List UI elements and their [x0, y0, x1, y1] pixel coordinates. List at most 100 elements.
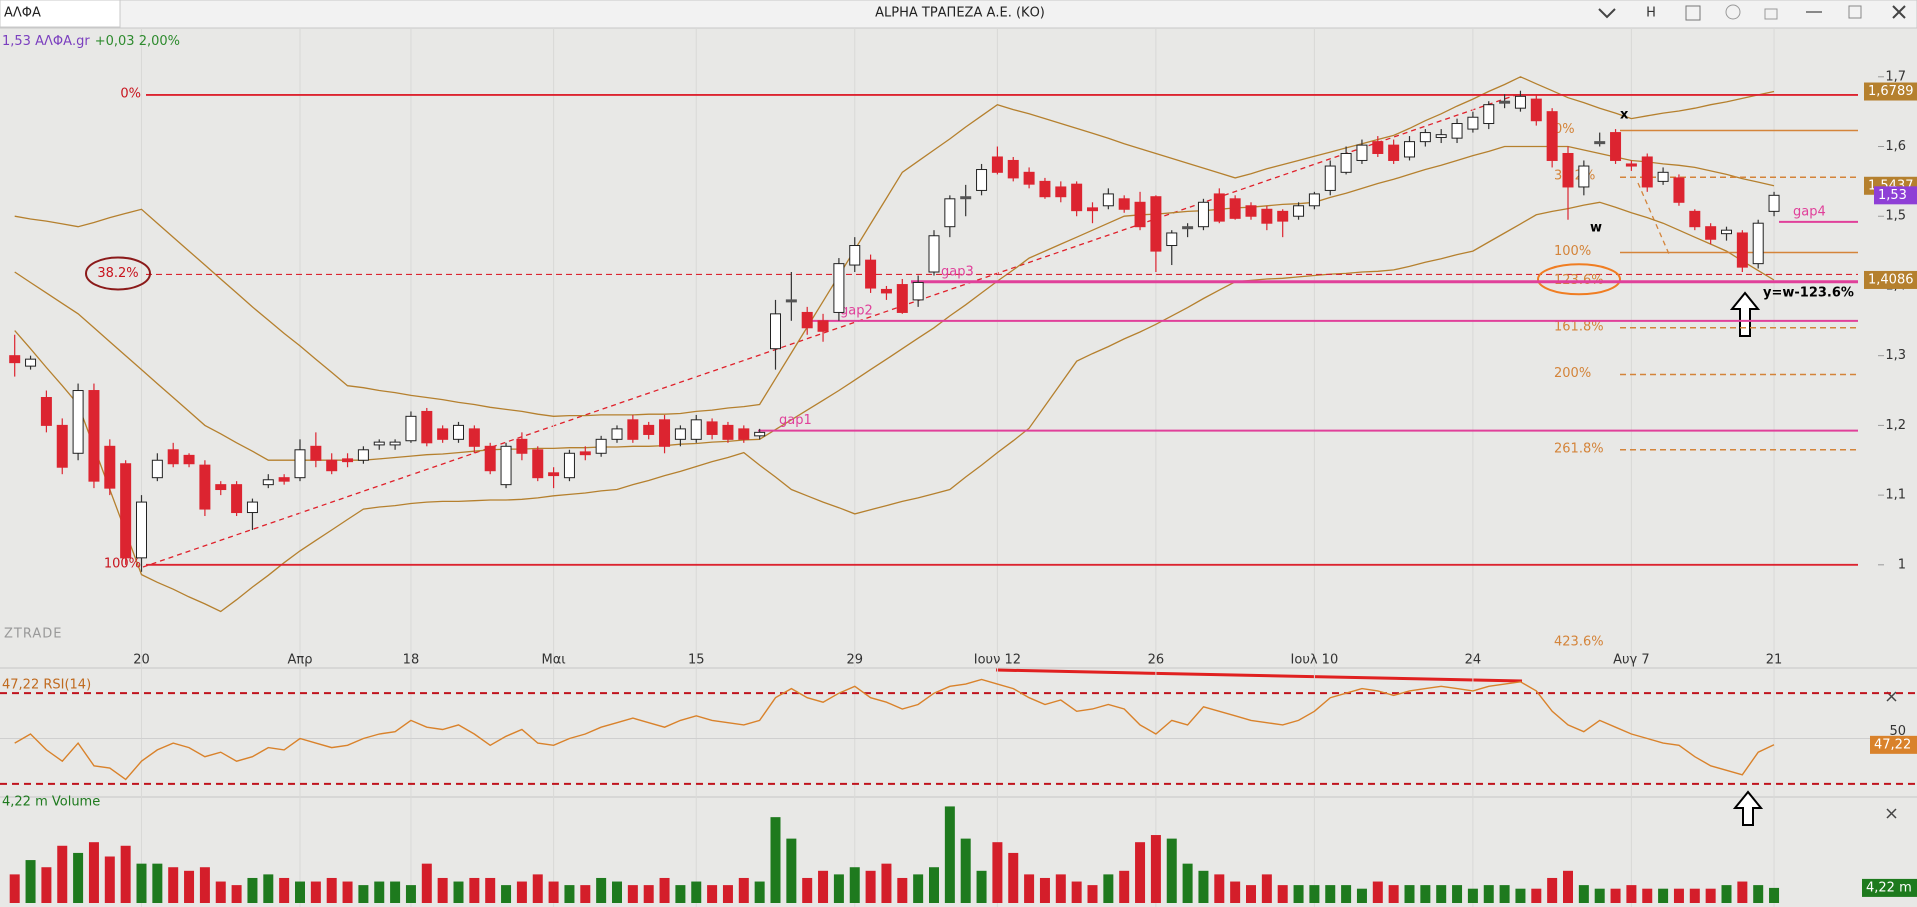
icon[interactable]: [1725, 4, 1741, 20]
y-tick-label: 1,3: [1885, 348, 1906, 363]
icon[interactable]: [1848, 5, 1862, 19]
candle-body: [1404, 141, 1415, 158]
volume-bar: [1150, 835, 1161, 903]
candle-body: [1752, 222, 1764, 265]
volume-bar: [326, 877, 337, 903]
candle-body: [659, 419, 671, 447]
candle-body: [373, 441, 385, 446]
arrow-marker: [1729, 291, 1761, 337]
volume-bar: [1499, 885, 1510, 903]
candle-body: [1261, 208, 1273, 224]
volume-bar: [913, 874, 924, 903]
volume-bar: [1753, 885, 1764, 903]
volume-bar: [1626, 885, 1637, 903]
volume-bar: [310, 881, 321, 903]
volume-bar: [88, 842, 99, 903]
volume-bar: [453, 881, 464, 903]
candle-body: [1546, 111, 1558, 161]
candle-body: [1277, 210, 1289, 222]
volume-bar: [215, 881, 226, 903]
volume-bar: [1769, 887, 1780, 903]
candle-body: [1768, 194, 1780, 212]
volume-bar: [818, 870, 829, 903]
panel-title: 47,22 RSI(14): [2, 678, 91, 693]
candle-body: [849, 245, 861, 266]
volume-bar: [405, 885, 416, 903]
annotation: w: [1590, 221, 1602, 236]
candle-body: [1705, 226, 1717, 240]
candle-body: [1197, 201, 1209, 228]
candle-body: [912, 281, 924, 301]
volume-bar: [247, 877, 258, 903]
volume-bar: [770, 817, 781, 903]
icon[interactable]: [1685, 5, 1701, 21]
volume-bar: [358, 885, 369, 903]
candle-body: [1657, 171, 1669, 182]
candle-body: [976, 169, 988, 191]
volume-bar: [104, 856, 115, 903]
title-bar: [0, 0, 1917, 29]
price-tag-label: 47,22: [1874, 737, 1911, 752]
volume-bar: [1230, 881, 1241, 903]
volume-bar: [516, 881, 527, 903]
price-tag-label: 1,53: [1878, 188, 1907, 203]
candle-body: [1102, 193, 1114, 207]
candle-body: [1594, 141, 1606, 145]
projection-label: 423.6%: [1554, 635, 1604, 650]
candle-body: [1324, 165, 1336, 191]
candle-body: [1689, 210, 1701, 228]
volume-bar: [1039, 877, 1050, 903]
candle-body: [928, 235, 940, 273]
arrow-marker: [1732, 790, 1764, 826]
candle-body: [1166, 232, 1178, 247]
candle-body: [865, 259, 877, 289]
candle-body: [310, 445, 322, 461]
volume-bar: [1341, 885, 1352, 903]
icon[interactable]: [1764, 8, 1778, 20]
candle-body: [183, 454, 195, 465]
close-icon[interactable]: [1892, 5, 1906, 19]
volume-bar: [1658, 888, 1669, 903]
volume-bar: [9, 874, 20, 903]
candle-body: [40, 397, 52, 426]
candle-body: [278, 477, 290, 482]
candle-body: [817, 320, 829, 332]
volume-bar: [501, 885, 512, 903]
volume-bar: [1578, 885, 1589, 903]
volume-bar: [548, 881, 559, 903]
panel-title: 4,22 m Volume: [2, 795, 100, 810]
volume-bar: [960, 838, 971, 903]
candle-body: [1514, 95, 1526, 109]
candle-body: [833, 263, 845, 313]
volume-bar: [738, 877, 749, 903]
candle-body: [1245, 205, 1257, 217]
volume-bar: [659, 877, 670, 903]
volume-bar: [1594, 888, 1605, 903]
candle-body: [1150, 196, 1162, 252]
symbol-box[interactable]: [0, 0, 121, 28]
volume-bar: [374, 881, 385, 903]
candle-body: [357, 449, 369, 461]
price-tag: [1864, 82, 1917, 101]
volume-bar: [1721, 885, 1732, 903]
x-tick-label: 24: [1465, 653, 1482, 668]
candle-body: [1372, 141, 1384, 154]
volume-bar: [1214, 874, 1225, 903]
volume-bar: [1166, 838, 1177, 903]
volume-bar: [1705, 888, 1716, 903]
band-middle: [14, 145, 1775, 461]
volume-bar: [1293, 885, 1304, 903]
volume-bar: [786, 838, 797, 903]
volume-bar: [1087, 885, 1098, 903]
dropdown-icon[interactable]: [1598, 8, 1616, 19]
candle-body: [500, 445, 512, 486]
volume-bar: [1404, 885, 1415, 903]
candle-body: [1118, 198, 1130, 210]
candle-body: [1578, 165, 1590, 188]
h-button[interactable]: H: [1646, 6, 1656, 21]
quote: 1,53 ΑΛΦΑ.gr: [2, 34, 90, 49]
close-icon[interactable]: [1886, 808, 1897, 819]
candle-body: [643, 424, 655, 435]
volume-bar: [1372, 881, 1383, 903]
candle-body: [1055, 186, 1067, 198]
